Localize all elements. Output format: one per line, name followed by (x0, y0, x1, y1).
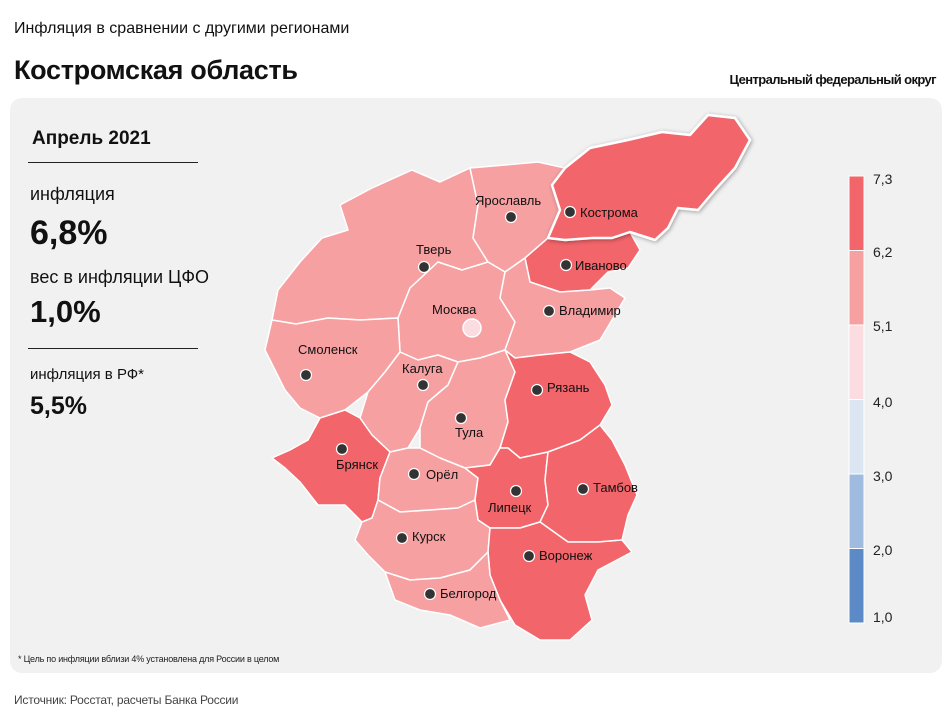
legend-swatch (848, 473, 865, 549)
city-dot (563, 205, 577, 219)
divider (28, 162, 198, 163)
city-label: Рязань (547, 380, 590, 395)
period-label: Апрель 2021 (32, 128, 151, 149)
legend-swatch (848, 548, 865, 624)
page-suptitle: Инфляция в сравнении с другими регионами (14, 20, 350, 37)
city-label: Иваново (575, 258, 627, 273)
city-dot (416, 378, 430, 392)
city-dot (299, 368, 313, 382)
divider (28, 348, 198, 349)
city-label: Тула (455, 425, 484, 440)
region-kostroma[interactable] (546, 113, 752, 242)
legend-tick: 7,3 (873, 171, 893, 187)
capital-marker (462, 318, 482, 338)
legend-tick: 2,0 (873, 542, 893, 558)
weight-value: 1,0% (30, 294, 101, 329)
city-label: Ярославль (475, 193, 541, 208)
city-dot (335, 442, 349, 456)
city-label: Тамбов (593, 480, 638, 495)
city-dot (417, 260, 431, 274)
legend-swatch (848, 175, 865, 251)
rf-inflation-label: инфляция в РФ* (30, 366, 145, 383)
city-label: Орёл (426, 467, 458, 482)
region-belgorod[interactable] (384, 551, 511, 629)
inflation-label: инфляция (30, 184, 115, 204)
city-label: Воронеж (539, 548, 593, 563)
city-dot (522, 549, 536, 563)
city-dot (559, 258, 573, 272)
weight-label: вес в инфляции ЦФО (30, 267, 210, 287)
legend-tick: 4,0 (873, 394, 893, 410)
city-label: Тверь (416, 242, 452, 257)
city-label: Смоленск (298, 342, 358, 357)
city-dot (423, 587, 437, 601)
legend-swatch (848, 324, 865, 400)
legend-tick: 1,0 (873, 609, 893, 625)
region-kaluga[interactable] (359, 351, 459, 453)
legend-tick: 6,2 (873, 244, 893, 260)
rf-inflation-value: 5,5% (30, 392, 87, 420)
city-dot (542, 304, 556, 318)
legend-swatch (848, 399, 865, 475)
city-label: Калуга (402, 361, 443, 376)
legend-tick: 3,0 (873, 468, 893, 484)
city-dot (576, 482, 590, 496)
city-dot (504, 210, 518, 224)
city-dot (454, 411, 468, 425)
footnote: * Цель по инфляции вблизи 4% установлена… (18, 654, 280, 664)
city-label: Кострома (580, 205, 639, 220)
city-dot (530, 383, 544, 397)
city-dot (395, 531, 409, 545)
source-note: Источник: Росстат, расчеты Банка России (14, 693, 239, 707)
city-label: Москва (432, 302, 477, 317)
page-title: Костромская область (14, 55, 298, 85)
legend-swatch (848, 250, 865, 326)
city-label: Курск (412, 529, 446, 544)
city-label: Липецк (488, 500, 532, 515)
district-label: Центральный федеральный округ (729, 72, 937, 87)
city-label: Брянск (336, 457, 378, 472)
legend-tick: 5,1 (873, 318, 893, 334)
city-dot (509, 484, 523, 498)
city-label: Белгород (440, 586, 497, 601)
inflation-value: 6,8% (30, 214, 108, 252)
region-tambov[interactable] (539, 424, 638, 543)
city-label: Владимир (559, 303, 621, 318)
city-dot (407, 467, 421, 481)
region-vladimir[interactable] (499, 257, 626, 359)
